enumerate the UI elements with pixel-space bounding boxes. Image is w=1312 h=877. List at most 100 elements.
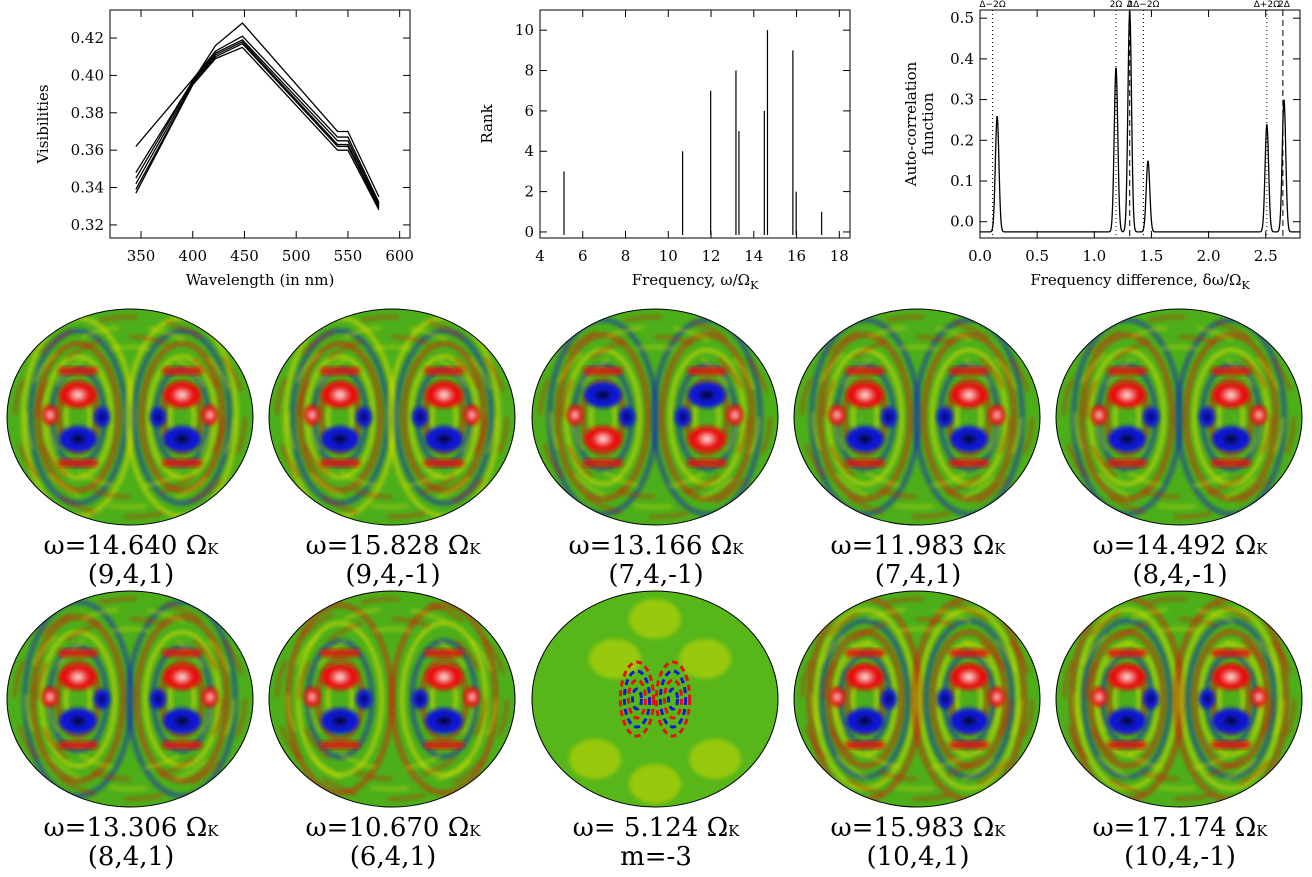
- disk-outline: [531, 590, 779, 808]
- rim-band: [1062, 597, 1296, 801]
- mode-bar: [424, 649, 464, 657]
- halo-spot: [589, 639, 641, 679]
- mode-map: [531, 590, 779, 808]
- mode-ring: [622, 669, 652, 729]
- mode-bar: [424, 741, 464, 749]
- disk-outline: [268, 308, 516, 526]
- disk-outline: [6, 308, 254, 526]
- marker-label: Δ: [1127, 0, 1134, 10]
- mode-lobe: [94, 689, 110, 709]
- mode-bar: [162, 649, 202, 657]
- mode-frequency-unit-subscript: K: [994, 822, 1006, 840]
- x-tick-label: 450: [230, 247, 259, 265]
- mode-lobe: [356, 407, 372, 427]
- series-line: [135, 39, 380, 205]
- mode-lobe: [321, 708, 359, 734]
- mode-ring: [618, 660, 656, 738]
- mode-label: ω=17.174 ΩK (10,4,-1): [1049, 815, 1311, 870]
- mode-bar: [1211, 459, 1251, 467]
- mode-bar: [845, 459, 885, 467]
- y-axis-label: Rank: [478, 103, 496, 143]
- mode-lobe: [1251, 405, 1267, 425]
- mode-band: [1072, 318, 1182, 516]
- mode-lobe: [1212, 382, 1250, 408]
- mode-band: [28, 329, 128, 505]
- x-tick-label: 1.5: [1139, 247, 1163, 265]
- x-axis-label-subscript: K: [1241, 279, 1250, 292]
- y-tick-label: 8: [524, 62, 534, 80]
- y-tick-label: 6: [524, 102, 534, 120]
- rim-band: [286, 607, 498, 791]
- mode-lobe: [881, 689, 897, 709]
- disk-outline: [1055, 308, 1303, 526]
- mode-frequency-unit-subscript: K: [1256, 540, 1268, 558]
- marker-label: 2Δ: [1278, 0, 1291, 10]
- mode-ring: [631, 687, 643, 711]
- mode-frequency-value: ω=14.640 Ω: [43, 531, 208, 561]
- mode-quantum-numbers: (10,4,-1): [1124, 842, 1236, 872]
- mode-label: ω=13.166 ΩK (7,4,-1): [525, 533, 787, 588]
- x-tick-label: 8: [621, 247, 631, 265]
- mode-map: [6, 308, 254, 526]
- x-axis-label: Frequency, ω/ΩK: [632, 271, 759, 292]
- mode-band: [127, 600, 237, 798]
- mode-band: [31, 615, 125, 783]
- mode-bar: [583, 459, 623, 467]
- mode-frequency-unit-subscript: K: [207, 540, 219, 558]
- mode-lobe: [425, 382, 463, 408]
- rim-band: [286, 325, 498, 509]
- x-tick-label: 0.5: [1025, 247, 1049, 265]
- y-tick-label: 0.0: [950, 213, 974, 231]
- rim-band: [800, 315, 1034, 519]
- mode-lobe: [881, 407, 897, 427]
- x-tick-label: 12: [701, 247, 720, 265]
- mode-bar: [58, 367, 98, 375]
- y-tick-label: 0.2: [950, 131, 974, 149]
- mode-bar: [949, 649, 989, 657]
- mode-bar: [583, 367, 623, 375]
- mode-bar: [162, 741, 202, 749]
- rim-band: [297, 335, 487, 499]
- mode-frequency: ω=10.670 ΩK: [262, 815, 524, 844]
- mode-lobe: [1091, 687, 1107, 707]
- mode-lobe: [937, 407, 953, 427]
- mode-lobe: [846, 426, 884, 452]
- mode-quantum-numbers: (8,4,-1): [1132, 560, 1228, 590]
- mode-label: ω=14.492 ΩK (8,4,-1): [1049, 533, 1311, 588]
- mode-bar: [845, 741, 885, 749]
- mode-bar: [58, 649, 98, 657]
- series-line: [135, 40, 380, 207]
- mode-lobe: [59, 708, 97, 734]
- rim-band: [13, 315, 247, 519]
- rim-band: [822, 617, 1012, 781]
- mode-bar: [949, 367, 989, 375]
- rim-band: [560, 335, 750, 499]
- mode-map: [6, 590, 254, 808]
- disk-outline: [6, 590, 254, 808]
- mode-band: [548, 318, 658, 516]
- mode-lobe: [950, 426, 988, 452]
- mode-frequency-unit-subscript: K: [728, 822, 740, 840]
- rim-band: [1073, 325, 1285, 509]
- mode-map: [793, 590, 1041, 808]
- mode-band: [1184, 333, 1278, 501]
- rim-band: [35, 617, 225, 781]
- autocorrelation-chart: 0.0 0.5 1.0 1.5 2.0 2.5 0.0 0.1 0.2 0.3 0.4 0.5 Δ−2Ω…: [902, 0, 1301, 292]
- mode-frequency-unit-subscript: K: [1256, 822, 1268, 840]
- mode-bar: [1211, 649, 1251, 657]
- disk-outline: [268, 590, 516, 808]
- mode-lobe: [584, 426, 622, 452]
- rim-band: [24, 325, 236, 509]
- mode-lobe: [163, 708, 201, 734]
- x-tick-label: 6: [578, 247, 588, 265]
- series-line: [135, 46, 380, 211]
- mode-label: ω=15.983 ΩK (10,4,1): [787, 815, 1049, 870]
- mode-bar: [162, 367, 202, 375]
- mode-map: [1055, 308, 1303, 526]
- mode-band: [922, 333, 1016, 501]
- y-tick-label: 0.42: [71, 29, 104, 47]
- x-tick-label: 10: [659, 247, 678, 265]
- mode-band: [394, 329, 494, 505]
- mode-map: [793, 308, 1041, 526]
- mode-lobe: [202, 405, 218, 425]
